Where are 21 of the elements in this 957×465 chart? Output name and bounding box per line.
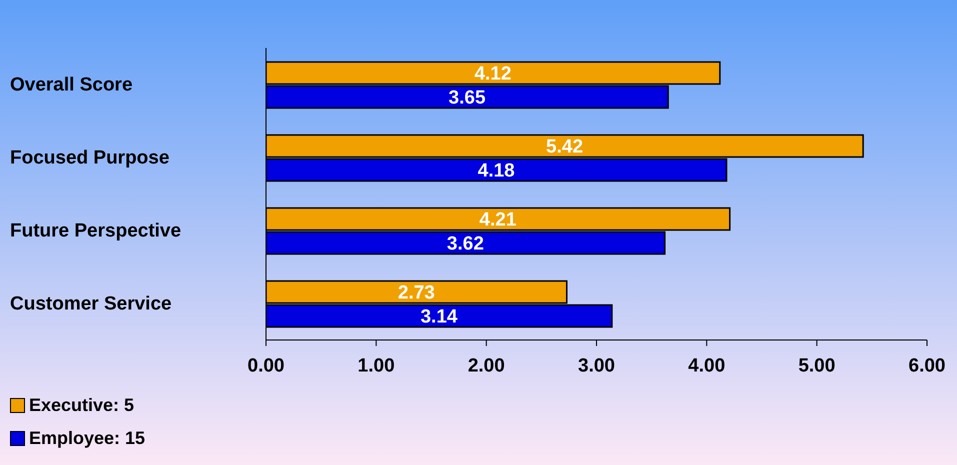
x-tick-label: 1.00 (358, 355, 395, 376)
y-tick-label: Focused Purpose (10, 148, 170, 168)
data-label: 4.21 (479, 210, 517, 231)
data-label: 3.62 (446, 234, 484, 255)
x-tick-label: 0.00 (248, 355, 284, 376)
legend-label: Employee: 15 (29, 427, 146, 450)
x-tick-label: 3.00 (578, 355, 615, 376)
data-label: 4.12 (474, 64, 512, 85)
x-tick-label: 5.00 (798, 355, 836, 376)
x-tick-label: 2.00 (468, 355, 505, 376)
x-tick-label: 6.00 (908, 355, 946, 376)
y-tick-label: Future Perspective (10, 220, 182, 242)
data-label: 4.18 (478, 160, 515, 182)
data-label: 3.65 (448, 88, 486, 109)
data-label: 3.14 (420, 306, 458, 328)
x-tick-label: 4.00 (688, 355, 726, 376)
y-tick-label: Customer Service (10, 294, 172, 314)
data-label: 2.73 (398, 282, 435, 304)
legend-label: Executive: 5 (29, 394, 134, 417)
data-label: 5.42 (546, 136, 584, 158)
y-tick-label: Overall Score (10, 74, 133, 96)
